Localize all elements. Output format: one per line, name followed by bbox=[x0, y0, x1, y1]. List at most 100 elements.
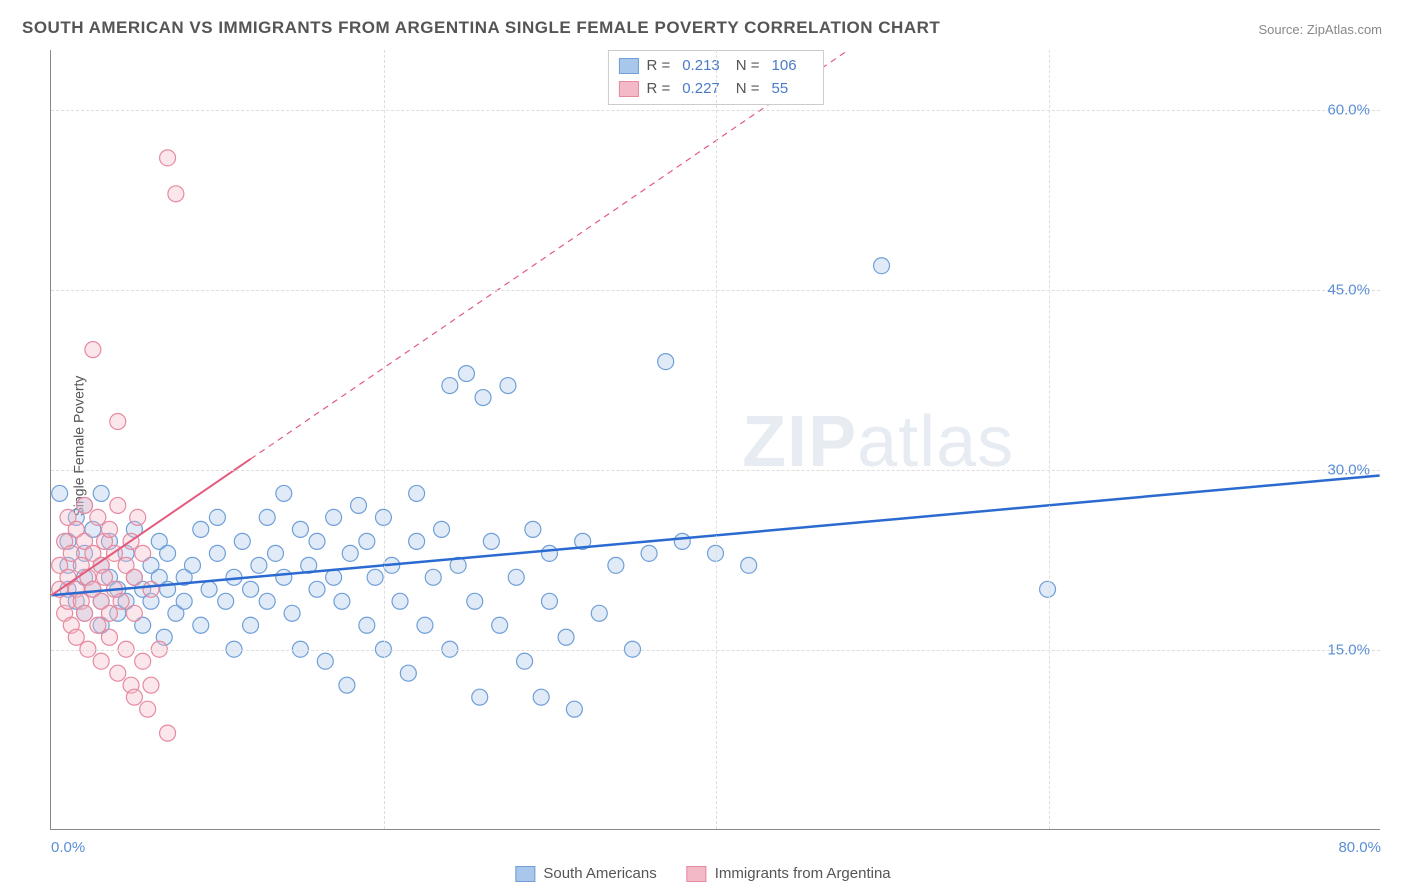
scatter-point bbox=[442, 378, 458, 394]
scatter-point bbox=[77, 497, 93, 513]
scatter-point bbox=[674, 533, 690, 549]
scatter-point bbox=[259, 509, 275, 525]
scatter-point bbox=[101, 521, 117, 537]
scatter-point bbox=[101, 605, 117, 621]
value-n-blue: 106 bbox=[772, 55, 797, 78]
scatter-point bbox=[292, 521, 308, 537]
scatter-point bbox=[334, 593, 350, 609]
scatter-point bbox=[140, 701, 156, 717]
scatter-point bbox=[68, 629, 84, 645]
legend-label-blue: South Americans bbox=[543, 865, 656, 882]
scatter-point bbox=[284, 605, 300, 621]
scatter-point bbox=[143, 677, 159, 693]
scatter-point bbox=[160, 545, 176, 561]
source-attribution: Source: ZipAtlas.com bbox=[1258, 22, 1382, 37]
scatter-point bbox=[176, 593, 192, 609]
y-tick-label: 30.0% bbox=[1327, 462, 1370, 479]
x-tick-label: 0.0% bbox=[51, 839, 85, 856]
legend-row-blue: R = 0.213 N = 106 bbox=[618, 55, 804, 78]
value-r-pink: 0.227 bbox=[682, 78, 720, 101]
gridline-vertical bbox=[1049, 50, 1050, 829]
series-legend: South Americans Immigrants from Argentin… bbox=[515, 865, 890, 882]
scatter-point bbox=[93, 653, 109, 669]
scatter-point bbox=[475, 390, 491, 406]
scatter-point bbox=[113, 593, 129, 609]
scatter-point bbox=[525, 521, 541, 537]
legend-swatch-blue bbox=[515, 866, 535, 882]
scatter-point bbox=[492, 617, 508, 633]
scatter-point bbox=[77, 605, 93, 621]
scatter-point bbox=[326, 569, 342, 585]
legend-row-pink: R = 0.227 N = 55 bbox=[618, 78, 804, 101]
gridline-vertical bbox=[384, 50, 385, 829]
scatter-point bbox=[135, 653, 151, 669]
legend-label-pink: Immigrants from Argentina bbox=[715, 865, 891, 882]
label-r2: R = bbox=[646, 78, 670, 101]
scatter-point bbox=[434, 521, 450, 537]
scatter-point bbox=[251, 557, 267, 573]
scatter-point bbox=[135, 545, 151, 561]
scatter-point bbox=[90, 509, 106, 525]
scatter-point bbox=[309, 581, 325, 597]
scatter-point bbox=[359, 617, 375, 633]
scatter-point bbox=[392, 593, 408, 609]
scatter-point bbox=[209, 545, 225, 561]
scatter-point bbox=[425, 569, 441, 585]
x-tick-label: 80.0% bbox=[1338, 839, 1381, 856]
scatter-point bbox=[541, 545, 557, 561]
scatter-point bbox=[417, 617, 433, 633]
scatter-point bbox=[52, 485, 68, 501]
scatter-point bbox=[367, 569, 383, 585]
legend-swatch-pink bbox=[687, 866, 707, 882]
scatter-point bbox=[566, 701, 582, 717]
scatter-point bbox=[641, 545, 657, 561]
scatter-point bbox=[508, 569, 524, 585]
scatter-point bbox=[243, 581, 259, 597]
trend-line-dashed bbox=[251, 50, 849, 459]
scatter-point bbox=[130, 509, 146, 525]
value-r-blue: 0.213 bbox=[682, 55, 720, 78]
scatter-point bbox=[110, 497, 126, 513]
scatter-point bbox=[276, 569, 292, 585]
scatter-point bbox=[90, 617, 106, 633]
label-n: N = bbox=[736, 55, 760, 78]
scatter-point bbox=[160, 150, 176, 166]
scatter-point bbox=[658, 354, 674, 370]
scatter-point bbox=[234, 533, 250, 549]
scatter-point bbox=[500, 378, 516, 394]
y-tick-label: 15.0% bbox=[1327, 642, 1370, 659]
scatter-point bbox=[93, 485, 109, 501]
scatter-point bbox=[143, 581, 159, 597]
scatter-point bbox=[326, 509, 342, 525]
value-n-pink: 55 bbox=[772, 78, 789, 101]
scatter-point bbox=[193, 617, 209, 633]
scatter-point bbox=[85, 342, 101, 358]
scatter-point bbox=[101, 629, 117, 645]
scatter-point bbox=[342, 545, 358, 561]
scatter-point bbox=[359, 533, 375, 549]
scatter-point bbox=[351, 497, 367, 513]
scatter-point bbox=[259, 593, 275, 609]
scatter-point bbox=[268, 545, 284, 561]
scatter-point bbox=[201, 581, 217, 597]
y-tick-label: 45.0% bbox=[1327, 282, 1370, 299]
scatter-point bbox=[483, 533, 499, 549]
gridline-vertical bbox=[716, 50, 717, 829]
scatter-point bbox=[741, 557, 757, 573]
scatter-point bbox=[209, 509, 225, 525]
chart-title: SOUTH AMERICAN VS IMMIGRANTS FROM ARGENT… bbox=[22, 18, 940, 38]
scatter-point bbox=[110, 414, 126, 430]
scatter-point bbox=[467, 593, 483, 609]
scatter-point bbox=[409, 485, 425, 501]
scatter-point bbox=[126, 605, 142, 621]
scatter-point bbox=[558, 629, 574, 645]
scatter-point bbox=[517, 653, 533, 669]
scatter-point bbox=[339, 677, 355, 693]
scatter-point bbox=[541, 593, 557, 609]
scatter-point bbox=[126, 569, 142, 585]
swatch-blue bbox=[618, 58, 638, 74]
chart-plot-area: ZIPatlas R = 0.213 N = 106 R = 0.227 N =… bbox=[50, 50, 1380, 830]
scatter-point bbox=[317, 653, 333, 669]
scatter-point bbox=[591, 605, 607, 621]
legend-item-blue: South Americans bbox=[515, 865, 656, 882]
